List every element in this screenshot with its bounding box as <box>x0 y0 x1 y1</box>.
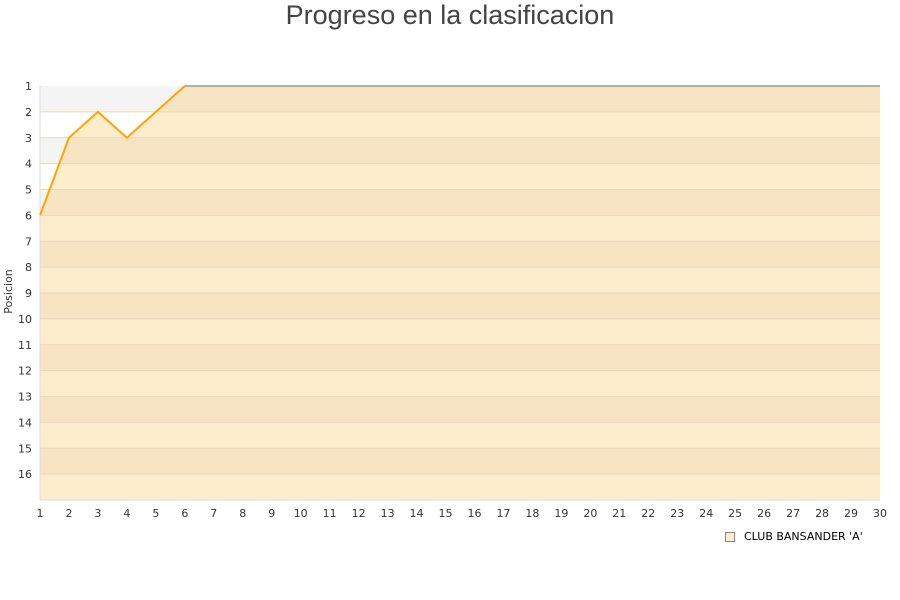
x-tick-label: 9 <box>268 507 275 520</box>
y-tick-label: 6 <box>25 209 32 222</box>
legend-swatch <box>725 531 735 542</box>
x-tick-label: 10 <box>294 507 308 520</box>
x-tick-label: 7 <box>210 507 217 520</box>
x-tick-label: 1 <box>37 507 44 520</box>
y-tick-label: 12 <box>18 365 32 378</box>
x-tick-label: 6 <box>181 507 188 520</box>
x-tick-label: 15 <box>439 507 453 520</box>
area-band <box>40 189 880 216</box>
area-band <box>40 448 880 475</box>
x-tick-label: 19 <box>554 507 568 520</box>
area-band <box>40 137 880 164</box>
x-tick-label: 22 <box>641 507 655 520</box>
x-tick-label: 27 <box>786 507 800 520</box>
area-band <box>40 267 880 293</box>
area-band <box>40 293 880 319</box>
x-tick-label: 13 <box>381 507 395 520</box>
area-band <box>40 215 880 242</box>
x-tick-label: 20 <box>583 507 597 520</box>
x-tick-label: 14 <box>410 507 424 520</box>
x-tick-label: 21 <box>612 507 626 520</box>
legend-label: CLUB BANSANDER 'A' <box>744 530 863 543</box>
x-tick-label: 4 <box>123 507 130 520</box>
series-line <box>39 85 186 216</box>
x-tick-label: 17 <box>496 507 510 520</box>
area-band <box>40 241 880 268</box>
y-tick-label: 16 <box>18 468 32 481</box>
area-band <box>40 163 880 190</box>
x-tick-label: 5 <box>152 507 159 520</box>
x-tick-label: 24 <box>699 507 713 520</box>
x-tick-label: 11 <box>323 507 337 520</box>
y-tick-label: 9 <box>25 287 32 300</box>
y-tick-label: 2 <box>25 106 32 119</box>
x-tick-label: 8 <box>239 507 246 520</box>
y-tick-label: 8 <box>25 261 32 274</box>
y-tick-label: 13 <box>18 391 32 404</box>
y-tick-label: 5 <box>25 184 32 197</box>
x-tick-label: 25 <box>728 507 742 520</box>
y-tick-label: 10 <box>18 313 32 326</box>
area-band <box>40 111 880 138</box>
area-band <box>40 370 880 397</box>
x-tick-label: 18 <box>525 507 539 520</box>
x-tick-label: 29 <box>844 507 858 520</box>
x-tick-label: 16 <box>467 507 481 520</box>
y-tick-label: 11 <box>18 339 32 352</box>
area-band <box>40 422 880 449</box>
y-tick-label: 4 <box>25 158 32 171</box>
area-band <box>40 474 880 500</box>
chart-title: Progreso en la clasificacion <box>285 0 615 30</box>
legend: CLUB BANSANDER 'A' <box>725 530 863 543</box>
area-band <box>40 318 880 345</box>
x-tick-label: 28 <box>815 507 829 520</box>
x-tick-label: 23 <box>670 507 684 520</box>
x-tick-label: 30 <box>873 507 887 520</box>
area-band <box>40 396 880 423</box>
x-tick-label: 3 <box>94 507 101 520</box>
y-tick-label: 1 <box>25 80 32 93</box>
x-tick-label: 26 <box>757 507 771 520</box>
y-tick-label: 14 <box>18 416 32 429</box>
y-tick-label: 7 <box>25 235 32 248</box>
area-band <box>40 344 880 371</box>
x-tick-label: 12 <box>352 507 366 520</box>
y-tick-label: 3 <box>25 132 32 145</box>
y-tick-label: 15 <box>18 442 32 455</box>
x-tick-label: 2 <box>65 507 72 520</box>
